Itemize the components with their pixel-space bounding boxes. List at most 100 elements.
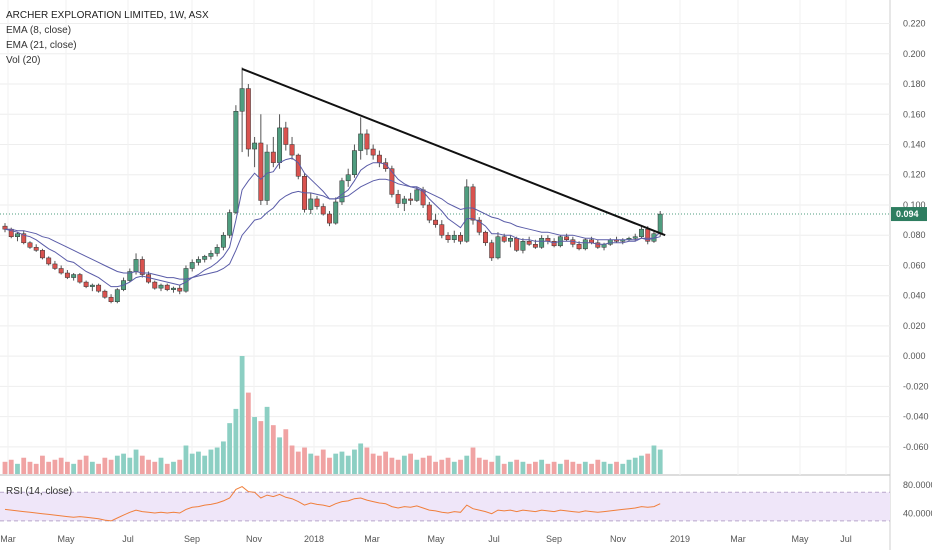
candle-body: [632, 236, 638, 239]
volume-bar: [65, 461, 70, 474]
x-tick-label: Mar: [730, 534, 746, 544]
volume-bar: [196, 451, 201, 474]
candle-body: [183, 268, 189, 292]
ema-lines: [4, 157, 661, 288]
volume-bar: [470, 447, 476, 474]
volume-bar: [83, 455, 89, 474]
x-tick-label: Jul: [488, 534, 500, 544]
volume-bar: [214, 447, 220, 474]
volume-bar: [607, 463, 613, 474]
legend-vol[interactable]: Vol (20): [6, 55, 41, 66]
volume-bar: [639, 455, 644, 474]
volume-bar: [539, 459, 545, 474]
volume-bar: [483, 459, 488, 474]
x-tick-label: May: [791, 534, 809, 544]
rsi-tick-label: 80.0000: [903, 480, 932, 490]
volume-bar: [208, 449, 214, 474]
price-axis[interactable]: 0.220 0.200 0.180 0.160 0.140 0.120 0.100 0.080…: [891, 19, 932, 519]
candle-body: [71, 274, 77, 278]
candle-body: [289, 144, 295, 156]
candle-body: [320, 206, 326, 215]
volume-bar: [283, 429, 289, 474]
volume-bar: [508, 461, 513, 474]
volume-bar: [545, 463, 551, 474]
volume-bar: [77, 459, 83, 474]
volume-bar: [589, 463, 594, 474]
volume-bar: [489, 461, 495, 474]
volume-bar: [576, 463, 582, 474]
rsi-band-fill: [0, 492, 890, 521]
volume-bar: [139, 455, 145, 474]
volume-bar: [33, 463, 39, 474]
volume-bar: [71, 463, 77, 474]
candle-body: [102, 290, 108, 298]
volume-bar: [289, 445, 295, 474]
volume-bar: [383, 451, 389, 474]
legend-ema21[interactable]: EMA (21, close): [6, 40, 77, 51]
last-price-tag: [891, 207, 927, 222]
legend-ema8[interactable]: EMA (8, close): [6, 25, 72, 36]
volume-bar: [277, 437, 282, 474]
rsi-legend[interactable]: RSI (14, close): [6, 486, 73, 497]
volume-bar: [8, 459, 14, 474]
trend-line: [241, 67, 666, 237]
candle-body: [245, 88, 251, 150]
volume-bar: [570, 461, 576, 474]
candle-body: [564, 236, 570, 241]
candle-body: [639, 228, 644, 237]
y-tick-label: 0.220: [903, 19, 926, 29]
rsi-tick-label: 40.0000: [903, 509, 932, 519]
volume-bar: [121, 453, 126, 474]
volume-bar: [458, 459, 463, 474]
volume-bar: [127, 457, 133, 474]
volume-bar: [582, 461, 588, 474]
candle-body: [526, 241, 532, 245]
candle-body: [283, 127, 289, 145]
volume-bar: [352, 449, 357, 474]
candle-body: [314, 198, 320, 207]
candle-body: [89, 284, 95, 287]
x-tick-label: 2018: [304, 534, 324, 544]
time-axis[interactable]: Mar May Jul Sep Nov 2018 Mar May Jul Sep Nov 2019 Ma…: [0, 534, 852, 544]
y-tick-label: 0.200: [903, 49, 926, 59]
volume-bar: [414, 459, 420, 474]
candle-body: [27, 242, 33, 248]
volume-bar: [15, 463, 20, 474]
candle-body: [520, 241, 526, 251]
volume-bar: [620, 463, 626, 474]
candle-body: [108, 296, 114, 302]
y-tick-label: 0.140: [903, 140, 926, 150]
candle-body: [501, 236, 507, 242]
volume-bar: [146, 459, 151, 474]
symbol-title[interactable]: ARCHER EXPLORATION LIMITED, 1W, ASX: [6, 10, 209, 21]
ema-8-line: [4, 157, 661, 288]
volume-bar: [102, 457, 108, 474]
candle-body: [358, 133, 364, 151]
volume-bar: [320, 449, 326, 474]
x-tick-label: Jul: [840, 534, 852, 544]
candle-body: [551, 241, 557, 247]
candle-body: [476, 219, 482, 233]
candle-body: [489, 242, 495, 259]
candle-body: [96, 284, 102, 292]
volume-bar: [308, 453, 314, 474]
volume-bar: [657, 449, 663, 474]
grid-lines: [0, 0, 891, 550]
volume-bar: [520, 461, 526, 474]
volume-bar: [632, 457, 638, 474]
candle-body: [64, 272, 70, 278]
volume-bar: [557, 463, 563, 474]
candle-body: [39, 250, 45, 259]
trendline: [241, 67, 666, 237]
candle-body: [308, 198, 314, 210]
last-price-label: 0.094: [896, 209, 919, 219]
y-tick-label: 0.100: [903, 200, 926, 210]
volume-bar: [645, 453, 651, 474]
candle-body: [470, 186, 476, 221]
candle-body: [464, 186, 470, 242]
candle-body: [483, 231, 488, 244]
volume-bar: [221, 441, 226, 474]
volume-bar: [171, 461, 176, 474]
x-tick-label: Mar: [0, 534, 16, 544]
